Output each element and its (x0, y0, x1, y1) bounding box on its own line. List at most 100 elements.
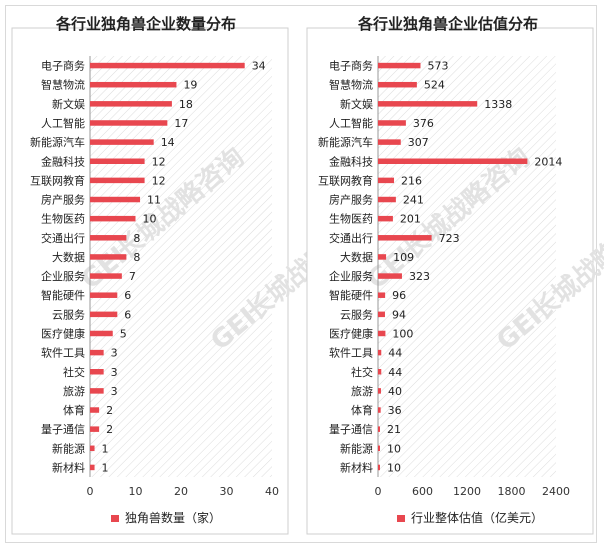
category-label: 企业服务 (329, 269, 373, 283)
bar (90, 139, 154, 145)
bar (378, 235, 432, 241)
category-label: 社交 (63, 365, 85, 379)
category-label: 新能源汽车 (318, 135, 373, 149)
category-label: 智能硬件 (329, 288, 373, 302)
data-label: 3 (111, 385, 118, 398)
bar (90, 101, 172, 107)
legend-swatch (111, 515, 119, 522)
x-tick-label: 10 (129, 485, 143, 498)
data-label: 21 (387, 423, 401, 436)
charts-root: GEI长城战略咨询GEI长城战略咨询各行业独角兽企业数量分布电子商务34智慧物流… (11, 15, 604, 535)
bar (90, 81, 177, 88)
bar (90, 120, 168, 126)
data-label: 2 (106, 423, 113, 436)
data-label: 1 (102, 442, 109, 455)
bar (90, 349, 104, 356)
category-label: 智慧物流 (329, 78, 373, 92)
category-label: 电子商务 (329, 59, 373, 73)
category-label: 交通出行 (329, 231, 373, 245)
x-tick-label: 0 (375, 485, 382, 498)
bar (378, 273, 402, 279)
data-label: 100 (392, 327, 413, 340)
bar (378, 407, 381, 413)
bar (378, 177, 395, 184)
bar (90, 464, 95, 471)
data-label: 241 (403, 194, 424, 207)
bar (378, 81, 417, 88)
bar (378, 62, 421, 69)
category-label: 新能源 (52, 441, 85, 455)
category-label: 新能源汽车 (30, 135, 85, 149)
chart-title: 各行业独角兽企业数量分布 (55, 15, 236, 33)
data-label: 2 (106, 404, 113, 417)
data-label: 34 (252, 60, 266, 73)
data-label: 573 (427, 60, 448, 73)
data-label: 7 (129, 270, 136, 283)
category-label: 生物医药 (41, 212, 85, 226)
category-label: 医疗健康 (329, 326, 373, 340)
category-label: 新材料 (52, 460, 85, 474)
data-label: 201 (400, 213, 421, 226)
data-label: 5 (120, 327, 127, 340)
bar (378, 369, 382, 375)
x-tick-label: 1800 (498, 485, 526, 498)
x-tick-label: 1200 (453, 485, 481, 498)
bar (90, 158, 145, 164)
data-label: 11 (147, 194, 161, 207)
category-label: 云服务 (52, 308, 85, 321)
data-label: 8 (133, 232, 140, 245)
category-label: 旅游 (351, 384, 373, 398)
category-label: 金融科技 (41, 154, 85, 168)
bar (378, 158, 528, 164)
data-label: 10 (387, 461, 401, 474)
data-label: 18 (179, 98, 193, 111)
category-label: 电子商务 (41, 59, 85, 73)
category-label: 新材料 (340, 460, 373, 474)
category-label: 新文娱 (52, 97, 85, 111)
bar (378, 292, 386, 298)
chart-2: GEI长城战略咨询GEI长城战略咨询各行业独角兽企业估值分布电子商务573智慧物… (306, 15, 604, 535)
bar (90, 369, 104, 375)
x-tick-label: 600 (412, 485, 433, 498)
data-label: 94 (392, 308, 406, 321)
category-label: 人工智能 (329, 116, 373, 130)
category-label: 互联网教育 (30, 173, 85, 187)
x-tick-label: 20 (174, 485, 188, 498)
bar (90, 196, 141, 203)
category-label: 量子通信 (41, 423, 85, 436)
data-label: 524 (424, 79, 445, 92)
category-label: 体育 (351, 403, 373, 417)
bar (90, 215, 136, 222)
category-label: 互联网教育 (318, 173, 373, 187)
bar (90, 292, 118, 298)
data-label: 1338 (484, 98, 512, 111)
data-label: 8 (133, 251, 140, 264)
bar (378, 101, 478, 107)
data-label: 216 (401, 174, 422, 187)
data-label: 1 (102, 461, 109, 474)
data-label: 3 (111, 347, 118, 360)
category-label: 软件工具 (41, 346, 85, 360)
bar (378, 445, 380, 452)
bar (378, 120, 406, 126)
data-label: 323 (409, 270, 430, 283)
legend-label: 独角兽数量（家） (125, 510, 221, 525)
x-tick-label: 30 (220, 485, 234, 498)
data-label: 10 (387, 442, 401, 455)
bar (90, 62, 245, 69)
category-label: 医疗健康 (41, 326, 85, 340)
x-tick-label: 2400 (542, 485, 570, 498)
bar (378, 388, 381, 394)
data-label: 96 (392, 289, 406, 302)
bar (90, 177, 145, 184)
category-label: 交通出行 (41, 231, 85, 245)
category-label: 社交 (351, 365, 373, 379)
category-label: 房产服务 (329, 193, 373, 207)
category-label: 旅游 (63, 384, 85, 398)
bar (378, 139, 401, 145)
category-label: 大数据 (340, 250, 373, 264)
legend-swatch (397, 515, 405, 522)
chart-title: 各行业独角兽企业估值分布 (357, 15, 538, 33)
category-label: 生物医药 (329, 212, 373, 226)
bar (90, 311, 118, 318)
